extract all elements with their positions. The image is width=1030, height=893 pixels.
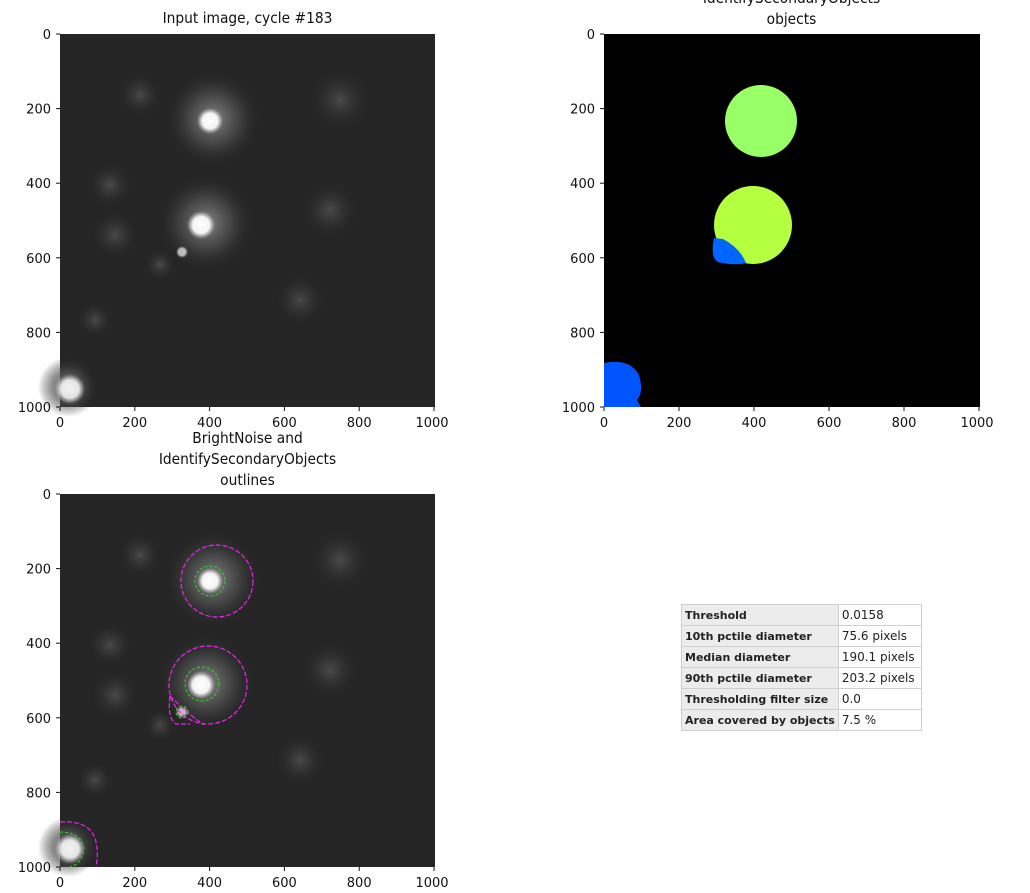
objects-plot: 0 200 400 600 800 1000 0 200 400 600 800…: [562, 28, 994, 430]
y-tick-label: 0: [43, 28, 51, 43]
x-tick-label: 0: [56, 876, 64, 891]
measurements-table: Threshold 0.0158 10th pctile diameter 75…: [681, 604, 922, 731]
table-row: Median diameter 190.1 pixels: [681, 646, 922, 668]
table-row: 90th pctile diameter 203.2 pixels: [681, 667, 922, 689]
y-tick-label: 400: [26, 177, 51, 192]
x-tick-label: 200: [667, 416, 692, 430]
x-tick-label: 600: [272, 876, 297, 891]
y-tick-label: 1000: [562, 401, 595, 416]
y-axis-ticks: [56, 493, 60, 868]
measurement-value: 203.2 pixels: [837, 667, 922, 689]
y-tick-label: 400: [26, 637, 51, 652]
x-tick-label: 0: [600, 416, 608, 430]
x-tick-label: 1000: [960, 416, 993, 430]
measurement-label: 90th pctile diameter: [681, 667, 839, 689]
x-tick-label: 400: [197, 416, 222, 430]
measurement-label: 10th pctile diameter: [681, 625, 839, 647]
measurement-label: Median diameter: [681, 646, 839, 668]
input-image-title: Input image, cycle #183: [75, 8, 420, 29]
measurement-value: 0.0: [837, 688, 922, 710]
outlines-panel: BrightNoise and IdentifySecondaryObjects…: [0, 429, 480, 893]
table-row: Thresholding filter size 0.0: [681, 688, 922, 710]
secondary-outlines: [59, 544, 254, 868]
objects-title: IdentifySecondaryObjects objects: [619, 0, 964, 30]
y-tick-label: 200: [26, 563, 51, 578]
measurement-label: Area covered by objects: [681, 709, 839, 731]
cell-nucleus: [55, 834, 85, 864]
outlines-plot: 0 200 400 600 800 1000 0 200 400 600 800…: [18, 488, 449, 891]
label-background: [604, 34, 980, 407]
measurement-value: 190.1 pixels: [837, 646, 922, 668]
y-tick-label: 600: [570, 252, 595, 267]
x-axis-ticks: [603, 407, 980, 411]
title-line: outlines: [220, 471, 275, 489]
x-tick-label: 800: [892, 416, 917, 430]
object-label: [604, 361, 642, 407]
texture-blobs: [77, 530, 370, 798]
x-tick-label: 800: [347, 876, 372, 891]
x-tick-label: 600: [817, 416, 842, 430]
x-tick-label: 0: [56, 416, 64, 430]
x-tick-label: 400: [197, 876, 222, 891]
title-line: IdentifySecondaryObjects: [158, 450, 337, 468]
y-tick-label: 0: [587, 28, 595, 43]
x-tick-label: 200: [122, 416, 147, 430]
x-tick-label: 1000: [415, 416, 448, 430]
measurement-value: 75.6 pixels: [837, 625, 922, 647]
primary-outlines: [59, 565, 226, 868]
measurement-value: 0.0158: [837, 604, 922, 626]
y-tick-label: 0: [43, 488, 51, 503]
y-axis-ticks: [600, 33, 604, 408]
y-tick-label: 1000: [18, 401, 51, 416]
object-label: [725, 85, 797, 157]
x-tick-label: 200: [122, 876, 147, 891]
cell-nucleus: [187, 671, 215, 699]
x-tick-label: 1000: [415, 876, 448, 891]
small-spot: [176, 706, 188, 718]
measurement-label: Threshold: [681, 604, 839, 626]
cell-nucleus: [55, 374, 85, 404]
y-tick-label: 600: [26, 712, 51, 727]
x-tick-label: 600: [272, 416, 297, 430]
measurement-value: 7.5 %: [837, 709, 922, 731]
y-tick-label: 800: [26, 326, 51, 341]
x-tick-label: 400: [742, 416, 767, 430]
title-line: objects: [766, 10, 817, 28]
objects-panel: IdentifySecondaryObjects objects 0 200 4…: [540, 0, 1020, 430]
y-axis-ticks: [56, 33, 60, 408]
y-tick-label: 800: [26, 786, 51, 801]
title-line: Input image, cycle #183: [162, 9, 333, 27]
x-axis-ticks: [59, 407, 435, 411]
small-spot: [176, 246, 188, 258]
title-line: IdentifySecondaryObjects: [619, 0, 964, 9]
measurement-label: Thresholding filter size: [681, 688, 839, 710]
title-line: BrightNoise and: [192, 429, 303, 447]
cell-nucleus: [197, 108, 223, 134]
input-image-plot: 0 200 400 600 800 1000 0 200 400 600 800…: [18, 28, 449, 430]
object-label: [712, 238, 746, 265]
x-axis-ticks: [59, 867, 435, 871]
table-row: Area covered by objects 7.5 %: [681, 709, 922, 731]
texture-blobs: [77, 70, 370, 338]
input-image-panel: Input image, cycle #183: [0, 0, 480, 430]
outlines-title: BrightNoise and IdentifySecondaryObjects…: [75, 428, 420, 491]
y-tick-label: 200: [570, 103, 595, 118]
y-tick-label: 200: [26, 103, 51, 118]
cell-nucleus: [197, 568, 223, 594]
table-row: 10th pctile diameter 75.6 pixels: [681, 625, 922, 647]
y-tick-label: 1000: [18, 861, 51, 876]
object-label: [714, 186, 792, 264]
table-row: Threshold 0.0158: [681, 604, 922, 626]
x-tick-label: 800: [347, 416, 372, 430]
y-tick-label: 800: [570, 326, 595, 341]
cell-nucleus: [187, 211, 215, 239]
y-tick-label: 600: [26, 252, 51, 267]
y-tick-label: 400: [570, 177, 595, 192]
